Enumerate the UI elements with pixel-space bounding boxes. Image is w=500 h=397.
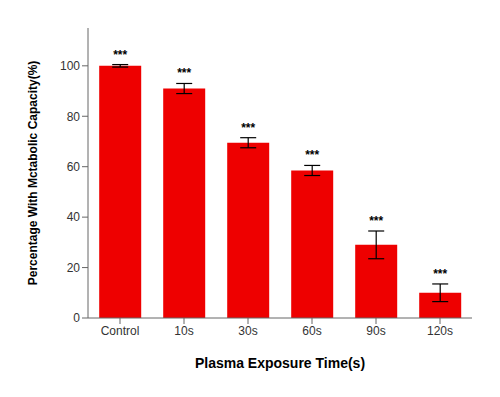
svg-text:0: 0: [73, 311, 80, 325]
svg-text:10s: 10s: [174, 324, 193, 338]
svg-text:***: ***: [177, 66, 191, 80]
svg-text:60: 60: [67, 160, 81, 174]
svg-text:***: ***: [241, 121, 255, 135]
svg-text:***: ***: [305, 148, 319, 162]
svg-text:***: ***: [433, 267, 447, 281]
svg-text:100: 100: [60, 59, 80, 73]
svg-text:80: 80: [67, 110, 81, 124]
svg-text:Control: Control: [101, 324, 140, 338]
svg-text:90s: 90s: [366, 324, 385, 338]
svg-text:30s: 30s: [238, 324, 257, 338]
svg-text:Percentage With Mctabolic Capa: Percentage With Mctabolic Capacity(%): [26, 61, 40, 286]
svg-text:40: 40: [67, 210, 81, 224]
svg-text:120s: 120s: [427, 324, 453, 338]
svg-text:60s: 60s: [302, 324, 321, 338]
svg-text:20: 20: [67, 261, 81, 275]
svg-text:***: ***: [369, 214, 383, 228]
svg-text:Plasma Exposure Time(s): Plasma Exposure Time(s): [195, 355, 365, 371]
svg-text:***: ***: [113, 48, 127, 62]
